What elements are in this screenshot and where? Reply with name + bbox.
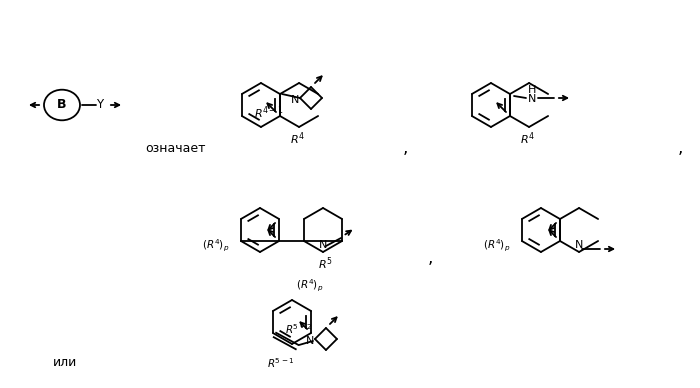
- Text: $R^5$: $R^5$: [318, 256, 332, 272]
- Text: N: N: [306, 336, 314, 346]
- Text: $R^{5-1}$: $R^{5-1}$: [267, 356, 295, 370]
- Text: $R^4$: $R^4$: [519, 131, 535, 147]
- Text: ,: ,: [427, 249, 433, 267]
- Text: $R^{5-2}$: $R^{5-2}$: [286, 322, 313, 336]
- Text: означает: означает: [145, 142, 205, 154]
- Text: N: N: [575, 240, 583, 250]
- Text: N: N: [528, 94, 536, 104]
- Text: N: N: [290, 95, 299, 105]
- Text: $(R^4)_p$: $(R^4)_p$: [296, 278, 323, 294]
- Text: $(R^4)_p$: $(R^4)_p$: [202, 238, 230, 254]
- Text: ,: ,: [678, 139, 682, 157]
- Text: ,: ,: [402, 139, 407, 157]
- Text: Y: Y: [97, 99, 104, 111]
- Text: или: или: [53, 357, 77, 369]
- Text: $R^{4-1}$: $R^{4-1}$: [254, 105, 284, 121]
- Text: $(R^4)_p$: $(R^4)_p$: [483, 238, 510, 254]
- Text: $R^4$: $R^4$: [290, 131, 304, 147]
- Text: H: H: [528, 85, 536, 95]
- Text: N: N: [318, 240, 327, 250]
- Text: B: B: [57, 99, 66, 111]
